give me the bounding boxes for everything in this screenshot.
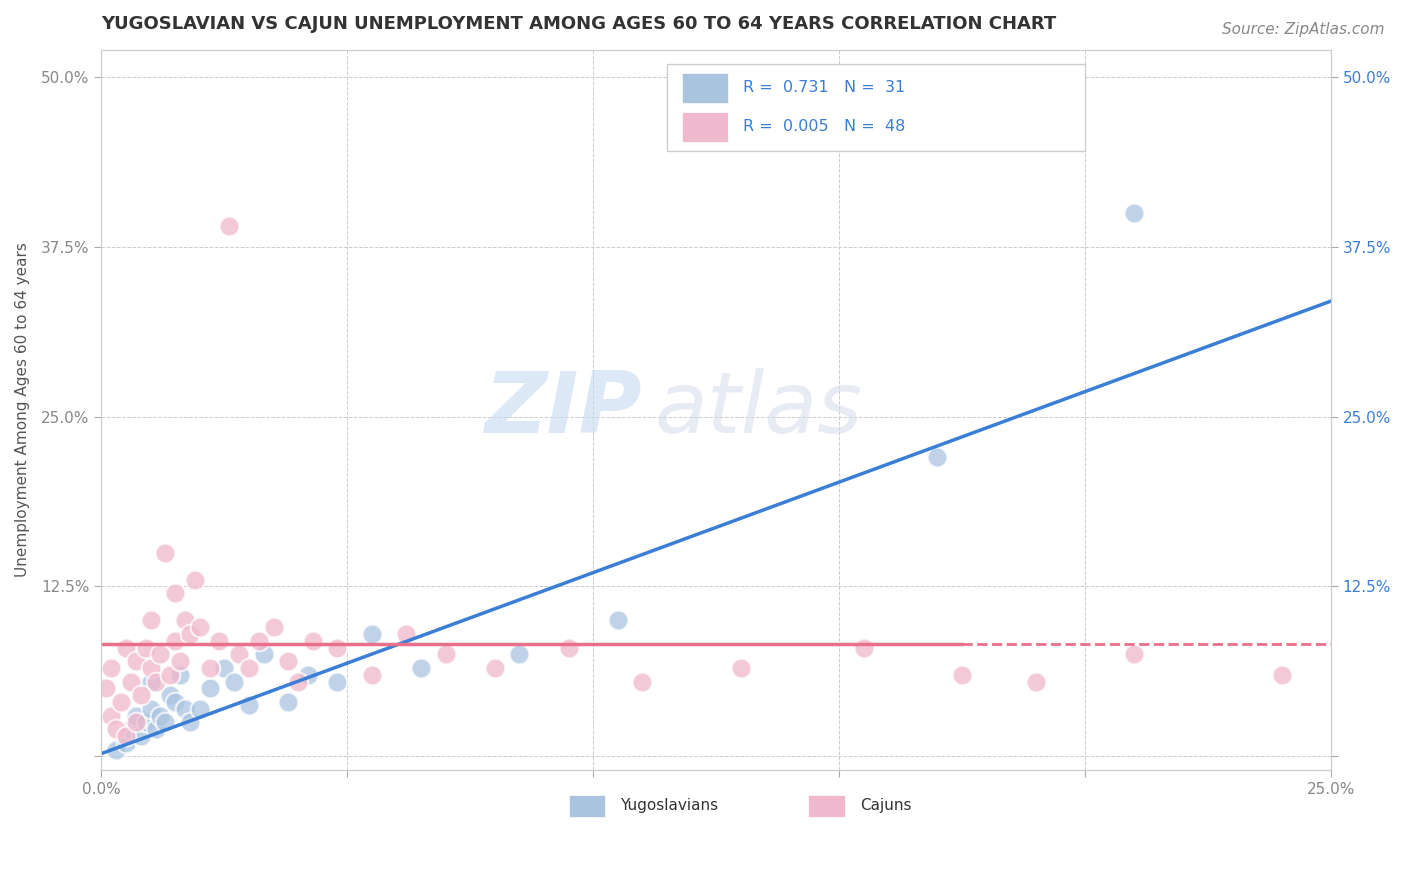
Point — [159, 668, 181, 682]
Point — [149, 708, 172, 723]
Point — [139, 702, 162, 716]
Point — [125, 708, 148, 723]
Point — [508, 648, 530, 662]
Point — [224, 674, 246, 689]
Point — [852, 640, 875, 655]
Point — [115, 729, 138, 743]
Point — [263, 620, 285, 634]
FancyBboxPatch shape — [682, 73, 728, 103]
Point — [179, 627, 201, 641]
Point — [135, 715, 157, 730]
Text: ZIP: ZIP — [485, 368, 643, 451]
Point — [277, 695, 299, 709]
Point — [184, 573, 207, 587]
Point — [125, 715, 148, 730]
Point — [360, 627, 382, 641]
Point — [277, 654, 299, 668]
Point — [302, 633, 325, 648]
Point — [165, 633, 187, 648]
Point — [129, 729, 152, 743]
Point — [165, 586, 187, 600]
Point — [110, 695, 132, 709]
FancyBboxPatch shape — [682, 112, 728, 142]
Point — [169, 654, 191, 668]
Point — [395, 627, 418, 641]
Point — [326, 674, 349, 689]
Point — [159, 688, 181, 702]
Point — [238, 661, 260, 675]
Point — [139, 614, 162, 628]
Point — [214, 661, 236, 675]
Point — [174, 702, 197, 716]
Point — [105, 722, 128, 736]
Point — [188, 702, 211, 716]
Point — [169, 668, 191, 682]
Point — [218, 219, 240, 234]
Point — [100, 661, 122, 675]
Point — [139, 661, 162, 675]
Point — [1270, 668, 1292, 682]
Point — [208, 633, 231, 648]
Point — [120, 674, 142, 689]
Point — [96, 681, 118, 696]
Point — [326, 640, 349, 655]
Point — [484, 661, 506, 675]
Point — [100, 708, 122, 723]
Point — [228, 648, 250, 662]
Point — [188, 620, 211, 634]
Point — [409, 661, 432, 675]
Point — [297, 668, 319, 682]
FancyBboxPatch shape — [666, 64, 1085, 151]
Point — [730, 661, 752, 675]
Point — [125, 654, 148, 668]
Point — [115, 736, 138, 750]
Point — [179, 715, 201, 730]
Point — [198, 661, 221, 675]
Point — [1123, 648, 1146, 662]
Point — [105, 742, 128, 756]
Point — [606, 614, 628, 628]
Text: R =  0.005   N =  48: R = 0.005 N = 48 — [744, 120, 905, 135]
Point — [129, 688, 152, 702]
Point — [360, 668, 382, 682]
Text: atlas: atlas — [655, 368, 863, 451]
Point — [253, 648, 276, 662]
Point — [120, 722, 142, 736]
Point — [287, 674, 309, 689]
Point — [434, 648, 457, 662]
Point — [927, 450, 949, 465]
Point — [139, 674, 162, 689]
Point — [115, 640, 138, 655]
Y-axis label: Unemployment Among Ages 60 to 64 years: Unemployment Among Ages 60 to 64 years — [15, 243, 30, 577]
Point — [557, 640, 579, 655]
Text: YUGOSLAVIAN VS CAJUN UNEMPLOYMENT AMONG AGES 60 TO 64 YEARS CORRELATION CHART: YUGOSLAVIAN VS CAJUN UNEMPLOYMENT AMONG … — [101, 15, 1057, 33]
Point — [145, 674, 167, 689]
Point — [1025, 674, 1047, 689]
FancyBboxPatch shape — [808, 795, 845, 817]
Point — [155, 545, 177, 559]
Point — [155, 715, 177, 730]
Text: Cajuns: Cajuns — [860, 798, 911, 814]
Point — [145, 722, 167, 736]
Point — [247, 633, 270, 648]
Point — [631, 674, 654, 689]
Text: Source: ZipAtlas.com: Source: ZipAtlas.com — [1222, 22, 1385, 37]
Point — [198, 681, 221, 696]
Point — [238, 698, 260, 712]
Point — [174, 614, 197, 628]
Point — [165, 695, 187, 709]
FancyBboxPatch shape — [568, 795, 606, 817]
Point — [1123, 206, 1146, 220]
Text: R =  0.731   N =  31: R = 0.731 N = 31 — [744, 80, 905, 95]
Point — [149, 648, 172, 662]
Text: Yugoslavians: Yugoslavians — [620, 798, 718, 814]
Point — [950, 668, 973, 682]
Point — [135, 640, 157, 655]
